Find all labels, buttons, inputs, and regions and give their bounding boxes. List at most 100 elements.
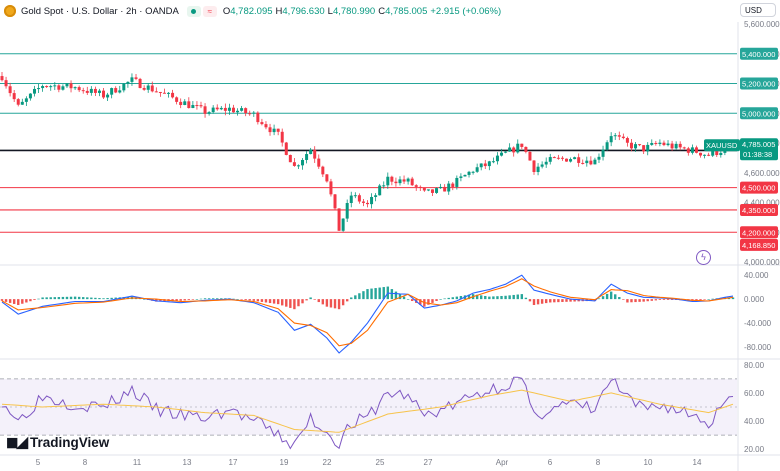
candle-body [597, 156, 601, 160]
macd-histogram-bar [285, 299, 288, 307]
candle-body [593, 159, 597, 165]
status-pill[interactable]: ≈ [186, 5, 217, 17]
macd-histogram-bar [207, 298, 211, 300]
macd-histogram-bar [33, 299, 36, 300]
candle-body [540, 164, 544, 167]
macd-histogram-bar [573, 299, 576, 302]
macd-histogram-bar [77, 296, 81, 300]
macd-histogram-bar [402, 296, 406, 300]
macd-histogram-bar [350, 297, 353, 300]
macd-histogram-bar [382, 287, 385, 300]
macd-histogram-bar [670, 299, 674, 300]
macd-histogram-bar [268, 299, 272, 304]
macd-histogram-bar [455, 296, 459, 300]
macd-histogram-bar [634, 299, 637, 303]
candle-body [325, 174, 329, 182]
gold-symbol-icon [4, 5, 16, 17]
macd-histogram-bar [654, 299, 658, 301]
candle-body [406, 178, 410, 182]
candle-body [694, 147, 698, 153]
macd-histogram-bar [512, 294, 515, 300]
macd-histogram-bar [329, 299, 333, 308]
candle-body [65, 83, 69, 87]
tradingview-logo[interactable]: ◼◢ TradingView [6, 433, 109, 451]
candle-body [443, 186, 447, 192]
macd-histogram-bar [232, 298, 235, 300]
candle-body [491, 161, 495, 163]
candle-body [658, 142, 662, 144]
macd-histogram-bar [187, 299, 191, 300]
lightning-icon[interactable]: ϟ [696, 250, 711, 265]
level-price-label: 5,400.000 [742, 50, 775, 59]
candle-body [203, 106, 207, 114]
countdown-label: 01:38:38 [743, 150, 772, 159]
macd-histogram-bar [646, 299, 649, 302]
candle-body [390, 176, 394, 182]
macd-histogram-bar [260, 299, 264, 302]
candle-body [374, 195, 378, 197]
symbol-tag [704, 139, 740, 152]
macd-histogram-bar [82, 297, 85, 300]
macd-histogram-bar [333, 299, 337, 309]
candle-body [430, 189, 434, 193]
macd-histogram-bar [475, 294, 479, 300]
level-price-tag [740, 203, 778, 216]
candle-body [305, 154, 309, 160]
macd-histogram-bar [183, 299, 186, 301]
candle-body [711, 150, 715, 156]
macd-histogram-bar [301, 299, 304, 304]
ohlc-close: C4,785.005 [378, 5, 428, 17]
candle-body [670, 143, 674, 149]
macd-histogram-bar [73, 296, 77, 300]
candle-body [138, 78, 142, 89]
candle-body [146, 85, 150, 90]
candle-body [520, 143, 524, 147]
rsi-ma-line [1, 389, 734, 433]
candle-body [617, 135, 621, 137]
candle-body [654, 142, 658, 144]
symbol-title[interactable]: Gold Spot · U.S. Dollar · 2h · OANDA [21, 5, 179, 17]
currency-selector[interactable]: USD [740, 3, 776, 17]
candle-body [690, 147, 694, 153]
candle-body [211, 107, 215, 113]
macd-histogram-bar [524, 297, 528, 300]
time-tick-label: 6 [548, 458, 553, 467]
candle-body [187, 101, 191, 109]
candle-body [150, 85, 154, 92]
macd-histogram-bar [410, 299, 414, 302]
candle-body [171, 92, 175, 98]
signal-line [1, 278, 734, 347]
candle-body [451, 183, 455, 187]
macd-histogram-bar [370, 288, 373, 300]
macd-histogram-bar [731, 297, 735, 300]
candle-body [45, 86, 49, 88]
candle-body [28, 93, 32, 99]
macd-histogram-bar [488, 296, 491, 300]
candle-body [686, 148, 690, 153]
macd-histogram-bar [41, 297, 44, 300]
candle-body [89, 88, 93, 93]
candle-body [207, 112, 211, 114]
macd-histogram-bar [508, 295, 511, 300]
candle-body [487, 161, 491, 167]
macd-histogram-bar [532, 299, 536, 305]
candle-body [219, 107, 223, 110]
candle-body [560, 157, 564, 159]
macd-histogram-bar [159, 299, 162, 302]
time-tick-label: Apr [496, 458, 509, 467]
macd-histogram-bar [276, 299, 280, 305]
macd-histogram-bar [321, 299, 325, 305]
level-price-tag [740, 226, 778, 239]
macd-tick-label: -80.000 [744, 343, 772, 352]
time-tick-label: 8 [596, 458, 601, 467]
ohlc-change: +2.915 (+0.06%) [430, 5, 502, 17]
last-price-label: 4,785.005 [742, 140, 775, 149]
candle-body [357, 195, 361, 202]
candle-body [634, 144, 638, 149]
level-price-label: 4,350.000 [742, 206, 775, 215]
candle-body [0, 76, 4, 81]
macd-histogram-bar [248, 299, 251, 301]
macd-histogram-bar [394, 291, 398, 300]
candle-body [447, 183, 451, 192]
